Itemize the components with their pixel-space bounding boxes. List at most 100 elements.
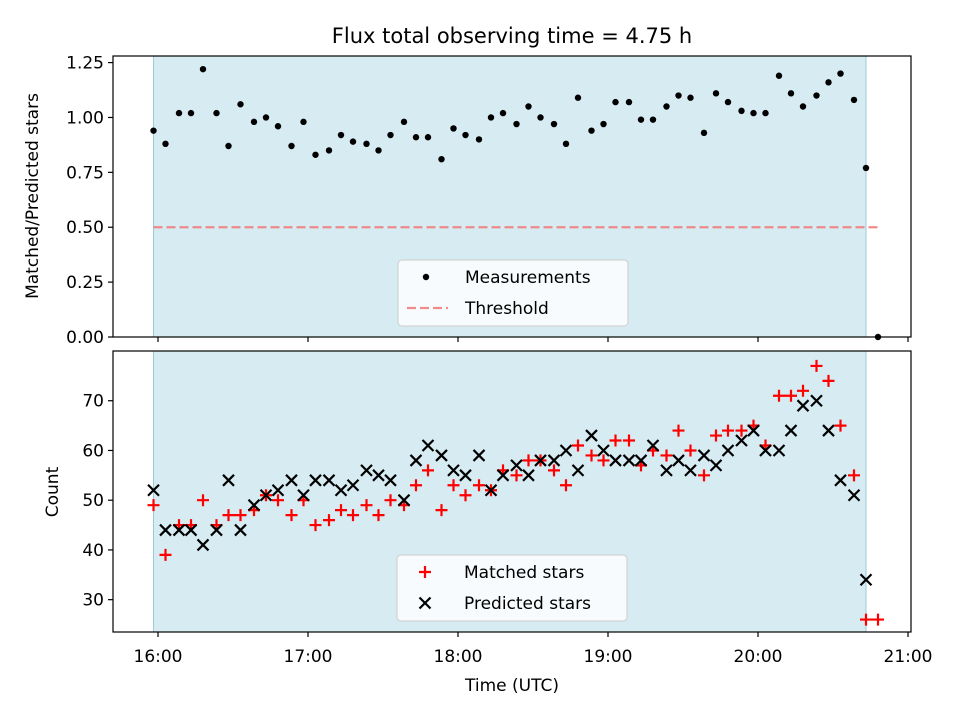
data-point bbox=[710, 429, 722, 442]
data-point bbox=[175, 109, 183, 117]
data-point bbox=[272, 494, 284, 507]
data-point bbox=[337, 131, 345, 139]
data-point bbox=[234, 523, 247, 537]
data-point bbox=[560, 479, 572, 492]
data-point bbox=[822, 374, 835, 387]
data-point bbox=[513, 120, 520, 128]
data-point bbox=[285, 509, 298, 522]
data-point bbox=[288, 142, 295, 150]
data-point bbox=[360, 499, 373, 512]
data-point bbox=[213, 109, 220, 117]
legend-label: Measurements bbox=[465, 268, 591, 288]
data-point bbox=[435, 504, 448, 517]
data-point bbox=[574, 94, 582, 101]
data-point bbox=[187, 109, 195, 117]
data-point bbox=[422, 464, 434, 477]
data-point bbox=[499, 109, 507, 117]
data-point bbox=[323, 514, 335, 527]
data-point bbox=[484, 483, 498, 497]
data-point bbox=[738, 107, 745, 115]
data-point bbox=[623, 434, 635, 447]
data-point bbox=[784, 424, 798, 437]
data-point bbox=[872, 613, 884, 626]
data-point bbox=[473, 479, 485, 492]
data-point bbox=[447, 479, 460, 492]
data-point bbox=[687, 94, 694, 101]
data-point bbox=[735, 434, 748, 447]
data-point bbox=[822, 424, 835, 437]
data-point bbox=[184, 523, 198, 537]
data-point bbox=[487, 114, 495, 121]
data-point bbox=[660, 449, 673, 462]
data-point bbox=[559, 444, 573, 457]
data-point bbox=[335, 504, 347, 517]
data-point bbox=[172, 523, 186, 537]
data-point bbox=[271, 483, 285, 497]
data-point bbox=[672, 454, 685, 467]
data-point bbox=[834, 474, 847, 487]
legend-marker bbox=[419, 566, 431, 578]
data-point bbox=[510, 469, 523, 482]
data-point bbox=[847, 488, 861, 502]
data-point bbox=[196, 538, 210, 552]
data-point bbox=[600, 120, 607, 128]
data-point bbox=[588, 127, 595, 134]
data-point bbox=[537, 114, 544, 121]
series-predicted-stars bbox=[147, 394, 873, 587]
x-tick-label: 18:00 bbox=[434, 647, 483, 667]
data-point bbox=[697, 449, 711, 462]
legend-box bbox=[396, 554, 628, 622]
data-point bbox=[813, 92, 820, 99]
data-point bbox=[712, 90, 720, 97]
data-point bbox=[750, 109, 757, 117]
data-point bbox=[597, 454, 610, 467]
data-point bbox=[837, 70, 844, 77]
data-point bbox=[810, 359, 823, 372]
data-point bbox=[785, 389, 797, 402]
data-point bbox=[759, 444, 772, 457]
data-point bbox=[334, 483, 348, 497]
data-point bbox=[646, 439, 660, 452]
data-point bbox=[150, 127, 157, 134]
y-tick-label: 30 bbox=[82, 591, 104, 611]
legend-label: Predicted stars bbox=[464, 594, 591, 614]
data-point bbox=[510, 459, 523, 472]
x-tick-label: 21:00 bbox=[884, 647, 933, 667]
data-point bbox=[309, 519, 322, 532]
data-point bbox=[300, 118, 307, 126]
data-point bbox=[259, 488, 273, 502]
data-point bbox=[859, 573, 873, 587]
data-point bbox=[762, 109, 769, 117]
data-point bbox=[698, 469, 710, 482]
data-point bbox=[421, 439, 435, 452]
data-point bbox=[472, 449, 486, 462]
data-point bbox=[796, 399, 810, 412]
data-point bbox=[247, 498, 261, 512]
data-point bbox=[724, 98, 732, 106]
data-point bbox=[372, 509, 385, 522]
data-point bbox=[250, 118, 258, 126]
data-point bbox=[459, 489, 472, 502]
data-point bbox=[462, 131, 469, 139]
y-tick-label: 70 bbox=[82, 392, 104, 412]
y-tick-label: 0.50 bbox=[66, 218, 104, 238]
data-point bbox=[825, 79, 832, 86]
data-point bbox=[625, 98, 633, 106]
data-point bbox=[400, 118, 408, 126]
data-point bbox=[372, 469, 385, 482]
data-point bbox=[609, 434, 622, 447]
data-point bbox=[459, 469, 472, 482]
data-point bbox=[438, 155, 445, 163]
axes-frame bbox=[112, 350, 912, 633]
legend-label: Threshold bbox=[464, 299, 549, 319]
legend: Matched stars Predicted stars bbox=[396, 554, 628, 622]
data-point bbox=[534, 454, 547, 467]
data-point bbox=[862, 164, 870, 172]
data-point bbox=[197, 494, 209, 507]
data-point bbox=[424, 134, 432, 141]
data-point bbox=[222, 509, 235, 522]
x-tick-label: 16:00 bbox=[134, 647, 183, 667]
y-tick-label: 1.25 bbox=[66, 54, 104, 74]
data-point bbox=[597, 444, 610, 457]
